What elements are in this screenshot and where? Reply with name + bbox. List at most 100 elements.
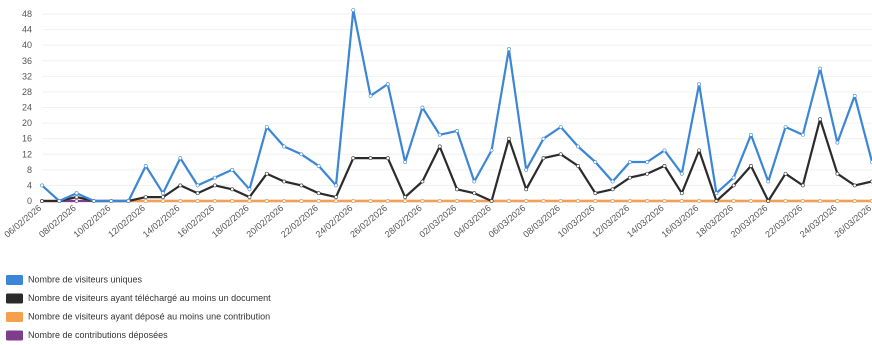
point — [57, 199, 62, 203]
point — [662, 199, 667, 203]
point — [714, 191, 719, 196]
point — [230, 199, 235, 203]
legend-label: Nombre de visiteurs ayant téléchargé au … — [28, 293, 271, 303]
x-tick-label: 08/02/2026 — [37, 203, 78, 240]
point — [264, 199, 269, 203]
legend-swatch — [6, 312, 23, 322]
legend-swatch — [6, 293, 23, 304]
point — [368, 199, 373, 203]
point — [195, 191, 200, 196]
x-tick-label: 22/03/2026 — [763, 203, 804, 240]
point — [282, 144, 286, 149]
y-tick-label: 4 — [27, 180, 32, 190]
point — [178, 156, 183, 161]
x-tick-label: 02/03/2026 — [417, 203, 458, 240]
point — [143, 164, 148, 168]
point — [299, 152, 304, 157]
point — [455, 128, 459, 133]
legend-label: Nombre de visiteurs uniques — [28, 274, 143, 284]
point — [143, 199, 148, 203]
x-tick-label: 22/02/2026 — [279, 203, 320, 240]
point — [316, 164, 321, 168]
point — [230, 167, 235, 172]
point — [749, 199, 753, 203]
point — [385, 82, 390, 87]
x-tick-label: 24/03/2026 — [798, 203, 839, 240]
point — [524, 187, 529, 192]
y-tick-label: 12 — [22, 149, 32, 159]
point — [420, 199, 425, 203]
point — [852, 199, 857, 203]
y-tick-label: 20 — [22, 118, 32, 128]
x-tick-label: 20/03/2026 — [729, 203, 770, 240]
point — [74, 191, 79, 196]
y-tick-label: 48 — [22, 9, 32, 19]
legend-label: Nombre de contributions déposées — [28, 330, 168, 340]
point — [610, 199, 615, 203]
point — [74, 195, 79, 200]
point — [455, 199, 459, 203]
point — [558, 199, 563, 203]
point — [766, 199, 771, 203]
legend-swatch — [6, 330, 23, 341]
x-tick-label: 04/03/2026 — [452, 203, 493, 240]
y-tick-label: 16 — [22, 134, 32, 144]
point — [852, 93, 857, 98]
point — [852, 183, 857, 188]
point — [351, 156, 356, 161]
point — [437, 132, 442, 137]
point — [351, 8, 356, 13]
point — [368, 156, 373, 161]
point — [247, 199, 252, 203]
point — [610, 187, 615, 192]
point — [161, 199, 165, 203]
point — [472, 191, 477, 196]
y-tick-label: 0 — [27, 196, 32, 206]
point — [385, 199, 390, 203]
point — [558, 152, 563, 157]
x-tick-label: 16/03/2026 — [659, 203, 700, 240]
y-tick-label: 32 — [22, 71, 32, 81]
point — [697, 199, 701, 203]
point — [40, 183, 44, 188]
point — [213, 199, 217, 203]
point — [697, 82, 701, 87]
point — [161, 195, 165, 200]
point — [541, 156, 546, 161]
point — [731, 175, 736, 180]
point — [437, 199, 442, 203]
point — [368, 93, 373, 98]
point — [818, 66, 823, 71]
point — [489, 148, 494, 153]
point — [783, 171, 788, 176]
point — [316, 199, 321, 203]
x-tick-label: 14/02/2026 — [141, 203, 182, 240]
point — [679, 199, 684, 203]
point — [403, 199, 408, 203]
point — [282, 199, 286, 203]
x-tick-label: 16/02/2026 — [175, 203, 216, 240]
point — [541, 199, 546, 203]
point — [109, 199, 114, 203]
y-tick-label: 40 — [22, 40, 32, 50]
point — [766, 179, 771, 184]
point — [679, 191, 684, 196]
point — [472, 179, 477, 184]
point — [143, 195, 148, 200]
point — [800, 199, 805, 203]
point — [524, 167, 529, 172]
point — [645, 199, 650, 203]
x-tick-label: 18/02/2026 — [210, 203, 251, 240]
point — [506, 199, 511, 203]
point — [230, 187, 235, 192]
point — [178, 183, 183, 188]
point — [679, 171, 684, 176]
y-tick-label: 44 — [22, 25, 32, 35]
point — [264, 171, 269, 176]
x-tick-label: 26/02/2026 — [348, 203, 389, 240]
point — [437, 144, 442, 149]
point — [420, 179, 425, 184]
point — [334, 183, 338, 188]
point — [403, 195, 408, 200]
point — [506, 136, 511, 141]
